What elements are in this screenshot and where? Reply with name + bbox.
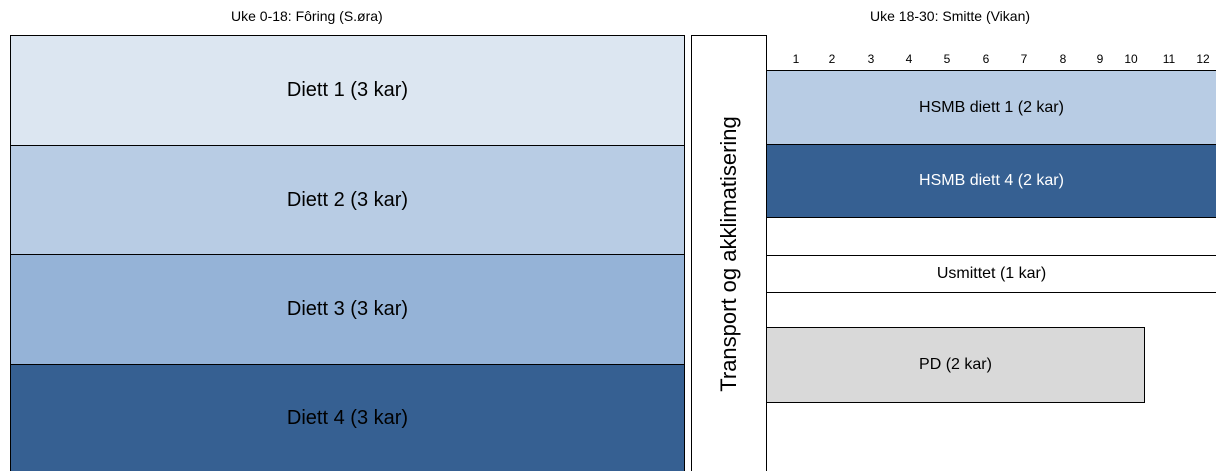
diet-band-3-label: Diett 3 (3 kar) [286,298,409,320]
week-number: 4 [905,52,913,66]
diet-band-3: Diett 3 (3 kar) [10,255,685,365]
week-number: 11 [1162,52,1176,66]
hsmb-diet-1-bar: HSMB diett 1 (2 kar) [767,70,1216,145]
week-number: 2 [828,52,836,66]
week-number: 12 [1196,52,1210,66]
transport-column: Transport og akklimatisering [691,35,767,471]
week-number: 6 [982,52,990,66]
week-number: 1 [792,52,800,66]
usmittet-top-line [767,255,1216,256]
diet-band-1-label: Diett 1 (3 kar) [286,79,409,101]
hsmb-diet-4-label: HSMB diett 4 (2 kar) [919,172,1064,189]
week-number: 3 [867,52,875,66]
usmittet-row: Usmittet (1 kar) [767,256,1216,292]
pd-label: PD (2 kar) [919,356,992,373]
week-number: 9 [1096,52,1104,66]
week-number: 5 [943,52,951,66]
week-number: 8 [1059,52,1067,66]
diet-band-4-label: Diett 4 (3 kar) [286,406,409,429]
hsmb-diet-1-label: HSMB diett 1 (2 kar) [919,98,1064,116]
week-number: 10 [1124,52,1138,66]
usmittet-label: Usmittet (1 kar) [936,265,1047,282]
transport-label: Transport og akklimatisering [716,115,741,392]
header-right: Uke 18-30: Smitte (Vikan) [870,8,1031,24]
hsmb-diet-4-bar: HSMB diett 4 (2 kar) [767,145,1216,218]
diet-band-4: Diett 4 (3 kar) [10,365,685,471]
header-left: Uke 0-18: Fôring (S.øra) [231,8,383,24]
week-number: 7 [1020,52,1028,66]
usmittet-bottom-line [767,292,1216,293]
diet-band-2: Diett 2 (3 kar) [10,146,685,255]
diet-band-2-label: Diett 2 (3 kar) [286,188,409,211]
diet-band-1: Diett 1 (3 kar) [10,35,685,146]
pd-bar: PD (2 kar) [767,327,1145,403]
